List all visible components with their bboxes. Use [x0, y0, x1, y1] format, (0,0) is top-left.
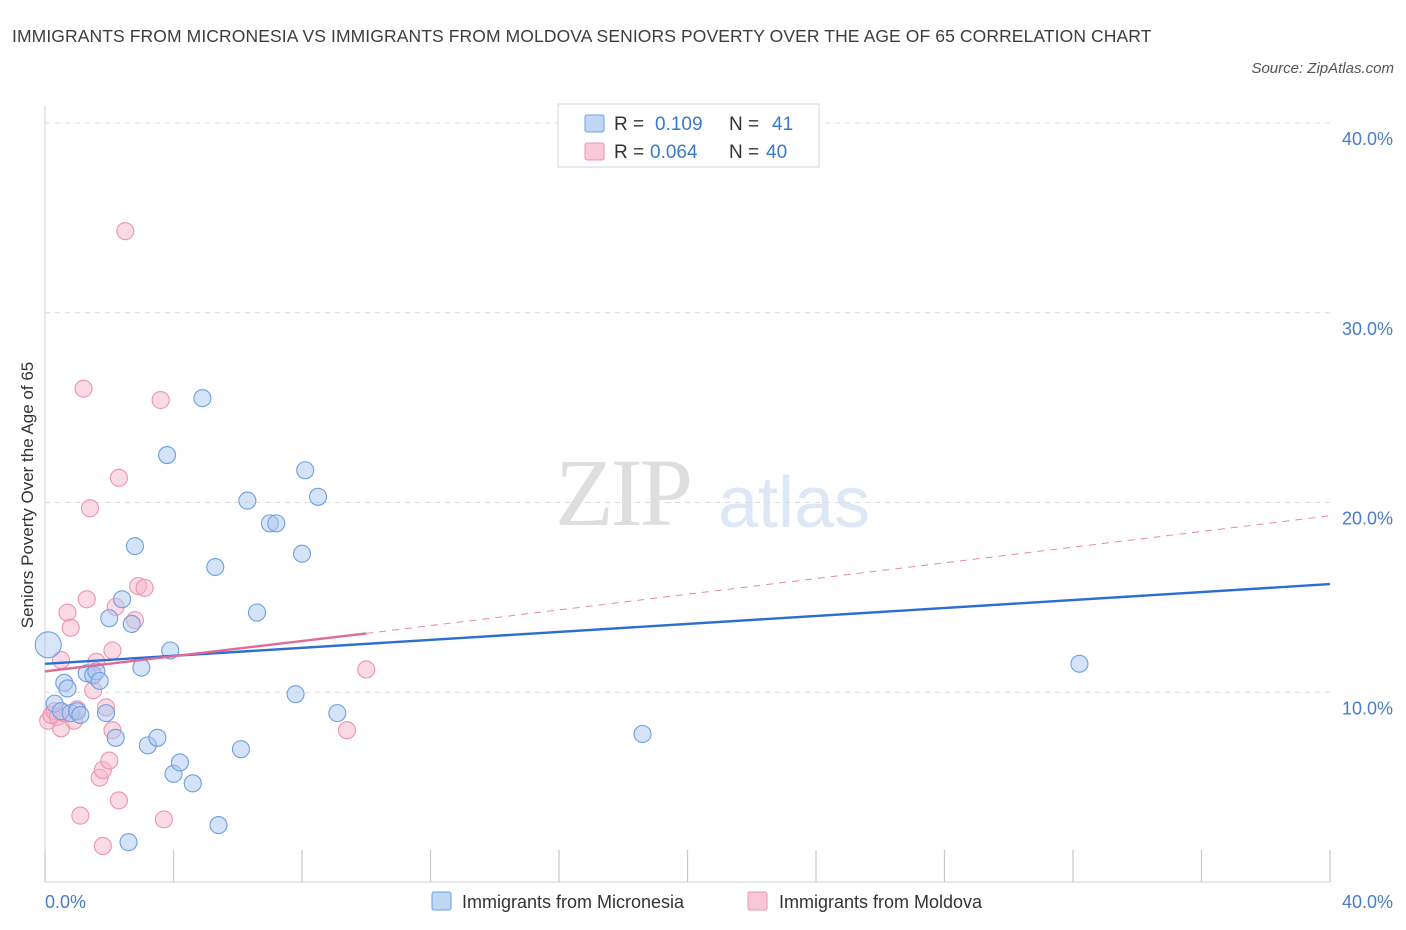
pink-trend-line: [44, 632, 367, 673]
blue-point-14: [106, 728, 125, 747]
blue-point-41: [1070, 654, 1089, 673]
legend: R = 0.109 N = 41 R = 0.064 N = 40: [557, 103, 820, 168]
pink-point-11: [71, 806, 90, 825]
bottom-legend: Immigrants from Micronesia Immigrants fr…: [431, 891, 983, 912]
blue-point-15: [113, 590, 132, 609]
legend-r-value-1: 0.109: [655, 114, 703, 135]
blue-point-13: [100, 609, 119, 628]
legend-n-value-2: 40: [766, 142, 787, 163]
watermark-zip: ZIP: [555, 439, 690, 546]
blue-point-27: [193, 389, 212, 408]
blue-point-39: [328, 704, 347, 723]
blue-point-0: [34, 631, 62, 659]
pink-point-31: [154, 810, 173, 829]
axes: 0.0% 40.0%: [44, 106, 1393, 912]
pink-point-32: [151, 390, 170, 410]
pink-point-13: [77, 590, 96, 609]
pink-point-12: [74, 379, 93, 398]
moldova-points: [39, 222, 376, 855]
x-tick-label-max: 40.0%: [1342, 892, 1393, 912]
blue-point-32: [247, 603, 267, 622]
y-tick-label-40: 40.0%: [1342, 129, 1393, 149]
blue-point-25: [170, 753, 189, 772]
y-axis-label: Seniors Poverty Over the Age of 65: [18, 362, 37, 628]
blue-point-38: [309, 487, 328, 506]
legend-swatch-pink: [584, 142, 605, 161]
pink-point-20: [93, 836, 112, 855]
bottom-legend-swatch-blue: [431, 891, 452, 911]
legend-n-label-1: N =: [729, 114, 759, 135]
blue-point-22: [158, 446, 177, 465]
bottom-legend-label-micronesia: Immigrants from Micronesia: [462, 892, 685, 912]
legend-swatch-blue: [584, 114, 605, 133]
legend-n-label-2: N =: [729, 142, 759, 163]
y-tick-label-30: 30.0%: [1342, 319, 1393, 339]
blue-point-40: [633, 724, 652, 744]
pink-point-33: [337, 721, 357, 740]
source-label: Source: ZipAtlas.com: [1251, 60, 1394, 77]
bottom-legend-label-moldova: Immigrants from Moldova: [779, 892, 983, 912]
grid-lines: 10.0% 20.0% 30.0% 40.0%: [45, 122, 1393, 718]
legend-r-value-2: 0.064: [650, 142, 698, 163]
bottom-legend-swatch-pink: [747, 891, 768, 911]
pink-point-30: [135, 578, 154, 597]
chart-title: IMMIGRANTS FROM MICRONESIA VS IMMIGRANTS…: [12, 26, 1152, 46]
blue-point-35: [286, 685, 305, 704]
pink-point-27: [116, 222, 135, 241]
blue-point-11: [90, 671, 109, 690]
blue-point-4: [58, 679, 77, 698]
blue-point-37: [296, 461, 315, 480]
pink-trend-extension: [366, 515, 1331, 634]
pink-point-8: [61, 618, 80, 637]
y-tick-label-10: 10.0%: [1342, 698, 1393, 718]
pink-point-7: [58, 603, 77, 622]
blue-point-16: [119, 833, 138, 852]
blue-point-7: [71, 705, 90, 725]
x-tick-label-min: 0.0%: [45, 892, 86, 912]
blue-point-26: [183, 774, 202, 793]
blue-point-30: [231, 740, 251, 759]
micronesia-points: [34, 389, 1089, 852]
legend-n-value-1: 41: [772, 114, 793, 135]
blue-point-36: [292, 544, 312, 563]
blue-trend-line: [44, 582, 1331, 665]
pink-point-26: [109, 791, 128, 810]
pink-point-25: [109, 468, 128, 487]
pink-point-14: [80, 499, 100, 518]
pink-point-34: [357, 660, 376, 679]
blue-point-17: [122, 614, 141, 633]
blue-point-34: [267, 514, 286, 533]
blue-point-18: [125, 537, 144, 556]
y-tick-label-20: 20.0%: [1342, 509, 1393, 529]
blue-point-28: [206, 557, 225, 577]
legend-r-label-1: R =: [614, 114, 644, 135]
blue-point-12: [96, 704, 116, 723]
pink-point-22: [103, 641, 122, 660]
trend-lines: [44, 515, 1331, 673]
blue-point-21: [148, 728, 167, 747]
blue-point-29: [209, 816, 228, 835]
watermark-atlas: atlas: [718, 463, 870, 543]
legend-r-label-2: R =: [614, 142, 644, 163]
pink-point-21: [100, 751, 119, 770]
blue-point-31: [238, 491, 257, 510]
